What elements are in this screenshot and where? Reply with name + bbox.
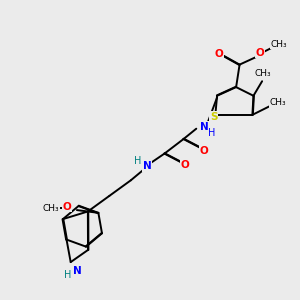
Text: H: H — [208, 128, 216, 138]
Text: H: H — [64, 270, 72, 280]
Text: O: O — [63, 202, 72, 212]
Text: CH₃: CH₃ — [43, 204, 59, 213]
Text: H: H — [134, 156, 141, 166]
Text: O: O — [214, 49, 223, 59]
Text: CH₃: CH₃ — [270, 40, 287, 49]
Text: CH₃: CH₃ — [254, 69, 271, 78]
Text: S: S — [210, 112, 218, 122]
Text: O: O — [181, 160, 190, 170]
Text: N: N — [143, 161, 152, 171]
Text: N: N — [73, 266, 81, 276]
Text: CH₃: CH₃ — [269, 98, 286, 107]
Text: N: N — [200, 122, 208, 132]
Text: O: O — [200, 146, 208, 155]
Text: O: O — [255, 48, 264, 58]
